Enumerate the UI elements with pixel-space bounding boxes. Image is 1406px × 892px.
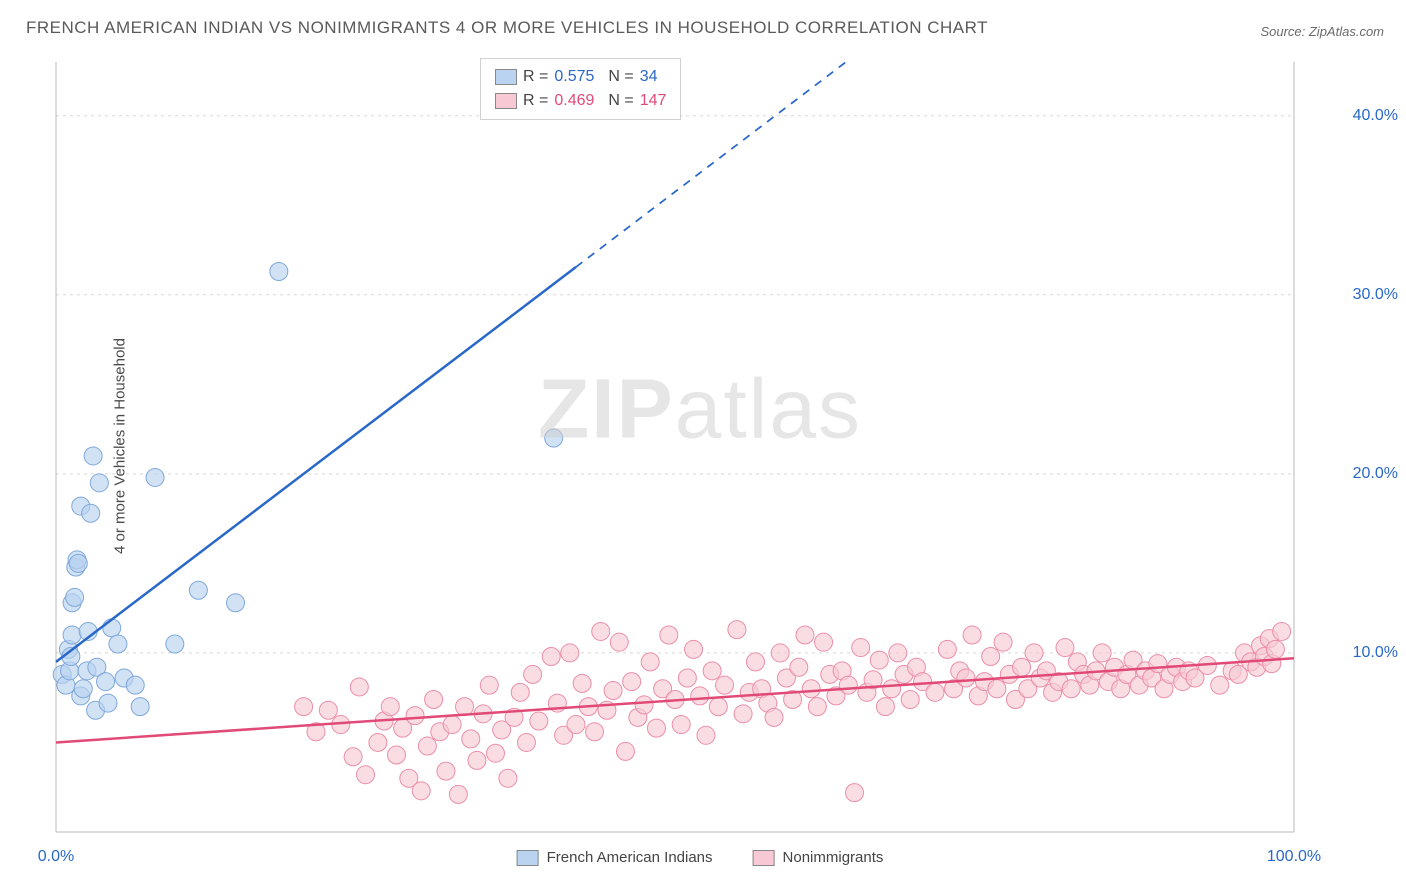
- stat-n-label: N =: [608, 65, 633, 89]
- legend-swatch-icon: [517, 850, 539, 866]
- stat-r-value: 0.575: [554, 65, 594, 89]
- legend-item: Nonimmigrants: [753, 849, 884, 866]
- chart-source: Source: ZipAtlas.com: [1260, 24, 1384, 39]
- chart-title: FRENCH AMERICAN INDIAN VS NONIMMIGRANTS …: [26, 18, 988, 38]
- stat-swatch-icon: [495, 69, 517, 85]
- stat-n-value: 34: [640, 65, 658, 89]
- y-tick-label: 20.0%: [1353, 465, 1398, 483]
- y-tick-label: 10.0%: [1353, 644, 1398, 662]
- statistics-box: R = 0.575 N = 34 R = 0.469 N = 147: [480, 58, 681, 120]
- x-tick-label: 100.0%: [1267, 848, 1321, 866]
- stat-n-label: N =: [608, 89, 633, 113]
- y-tick-label: 30.0%: [1353, 286, 1398, 304]
- stat-row: R = 0.575 N = 34: [495, 65, 666, 89]
- chart-svg: [50, 58, 1350, 838]
- y-tick-label: 40.0%: [1353, 107, 1398, 125]
- stat-swatch-icon: [495, 93, 517, 109]
- legend-label: Nonimmigrants: [783, 849, 884, 866]
- stat-r-label: R =: [523, 65, 548, 89]
- legend-label: French American Indians: [547, 849, 713, 866]
- legend-swatch-icon: [753, 850, 775, 866]
- plot-area: ZIPatlas R = 0.575 N = 34 R = 0.469 N = …: [50, 58, 1350, 838]
- legend-item: French American Indians: [517, 849, 713, 866]
- stat-n-value: 147: [640, 89, 667, 113]
- bottom-legend: French American Indians Nonimmigrants: [517, 849, 884, 866]
- stat-r-value: 0.469: [554, 89, 594, 113]
- stat-row: R = 0.469 N = 147: [495, 89, 666, 113]
- stat-r-label: R =: [523, 89, 548, 113]
- x-tick-label: 0.0%: [38, 848, 74, 866]
